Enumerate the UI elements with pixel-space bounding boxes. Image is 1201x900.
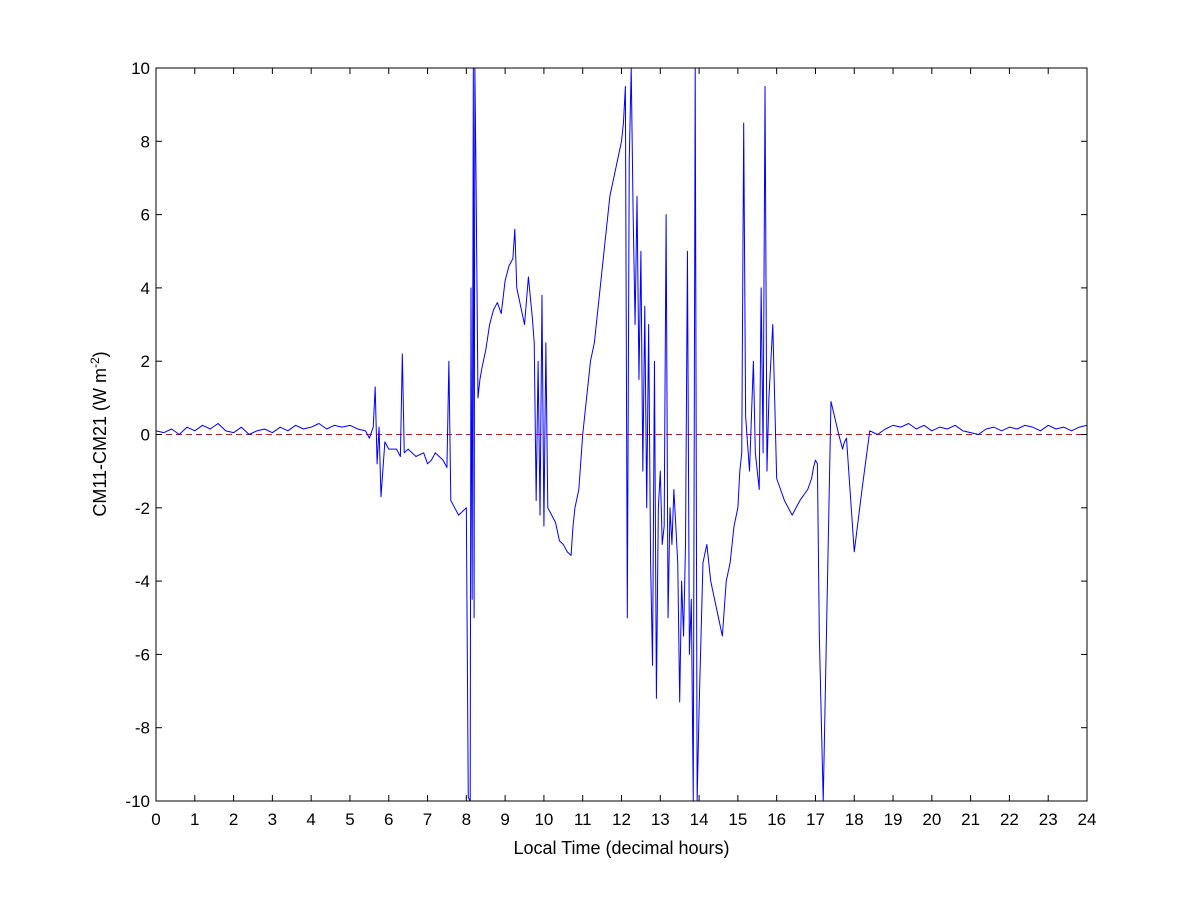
- x-tick-label: 2: [229, 810, 238, 829]
- y-tick-label: 0: [141, 426, 150, 445]
- y-tick-label: 4: [141, 279, 150, 298]
- x-tick-label: 12: [612, 810, 631, 829]
- plot-frame: [155, 67, 1088, 802]
- y-axis-label-suffix: ): [90, 351, 110, 357]
- y-axis-label-main: CM11-CM21 (W m: [90, 368, 110, 517]
- x-tick-label: 14: [690, 810, 709, 829]
- x-tick-label: 6: [384, 810, 393, 829]
- x-tick-label: 17: [806, 810, 825, 829]
- x-tick-label: 19: [884, 810, 903, 829]
- y-axis-label: CM11-CM21 (W m-2): [88, 351, 110, 516]
- x-tick-label: 3: [268, 810, 277, 829]
- x-tick-label: 0: [151, 810, 160, 829]
- x-tick-label: 23: [1039, 810, 1058, 829]
- y-tick-label: 10: [131, 59, 150, 78]
- x-tick-label: 9: [500, 810, 509, 829]
- tick-layer: 0 1 2 3 4 5 6 7 8 9 10 11 12 13 14 15 16 17 18 19 20 21 22 23 24…: [125, 59, 1096, 829]
- data-series-line: [156, 68, 1087, 801]
- series-layer: [156, 68, 1087, 801]
- x-tick-label: 22: [1000, 810, 1019, 829]
- y-tick-label: 6: [141, 206, 150, 225]
- y-tick-label: -8: [135, 719, 150, 738]
- x-tick-label: 24: [1078, 810, 1097, 829]
- x-tick-label: 7: [423, 810, 432, 829]
- x-tick-label: 20: [922, 810, 941, 829]
- x-tick-label: 16: [767, 810, 786, 829]
- x-tick-label: 5: [345, 810, 354, 829]
- y-tick-label: -4: [135, 572, 150, 591]
- x-tick-label: 11: [574, 810, 592, 829]
- y-tick-label: -2: [135, 499, 150, 518]
- y-tick-label: -10: [125, 792, 150, 811]
- x-tick-label: 10: [534, 810, 553, 829]
- x-tick-label: 1: [190, 810, 199, 829]
- x-tick-label: 21: [961, 810, 980, 829]
- x-tick-label: 13: [651, 810, 670, 829]
- x-tick-label: 4: [306, 810, 315, 829]
- y-axis-label-superscript: -2: [88, 357, 102, 368]
- y-tick-label: -6: [135, 645, 150, 664]
- y-tick-label: 8: [141, 132, 150, 151]
- x-tick-label: 15: [728, 810, 747, 829]
- x-tick-label: 18: [845, 810, 864, 829]
- y-tick-label: 2: [141, 352, 150, 371]
- x-axis-label: Local Time (decimal hours): [513, 838, 729, 858]
- x-tick-label: 8: [462, 810, 471, 829]
